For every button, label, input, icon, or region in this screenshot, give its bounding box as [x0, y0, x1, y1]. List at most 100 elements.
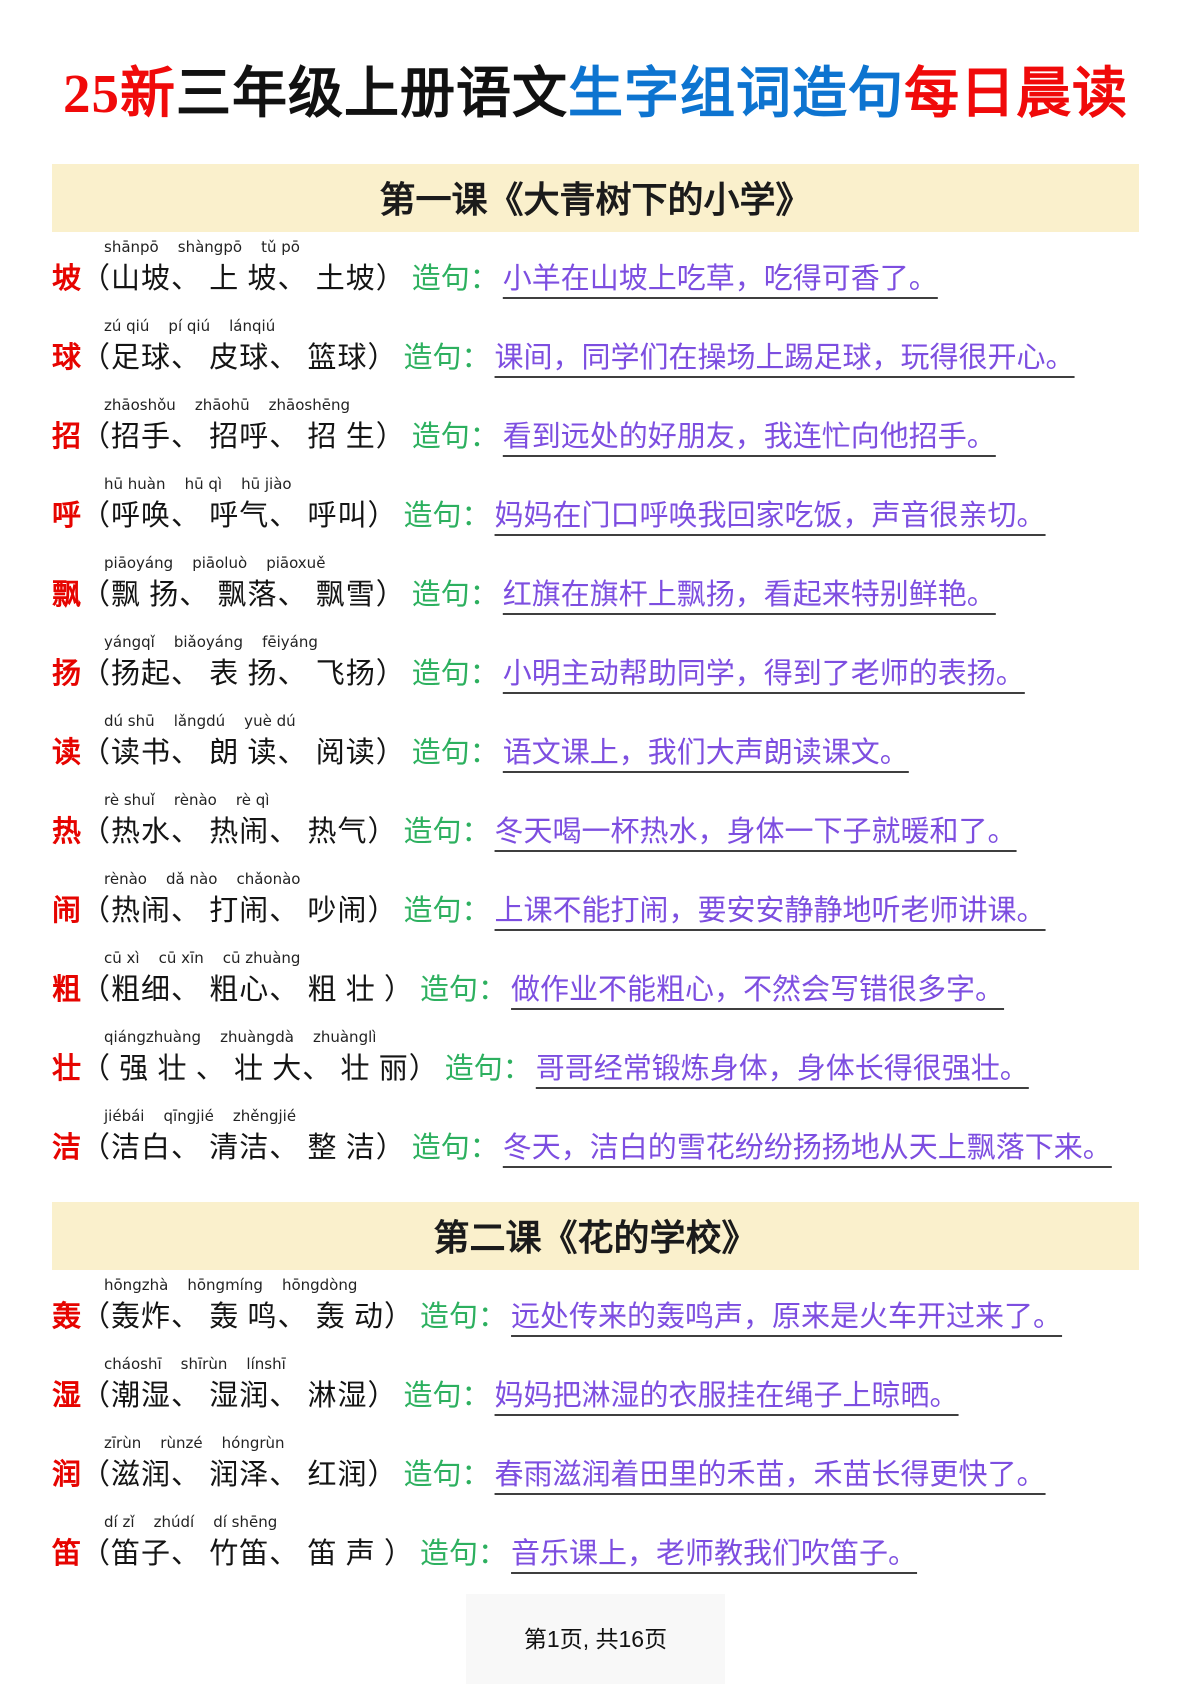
example-sentence: 音乐课上，老师教我们吹笛子。 — [511, 1538, 918, 1570]
example-sentence: 看到远处的好朋友，我连忙向他招手。 — [502, 421, 996, 453]
vocab-rows: shānpō shàngpō tǔ pō 坡（山坡、 上 坡、 土坡） 造句： 小羊… — [52, 238, 1139, 1171]
example-sentence: 哥哥经常锻炼身体，身体长得很强壮。 — [535, 1053, 1029, 1085]
vocab-row: cháoshī shīrùn línshī 湿（潮湿、 湿润、 淋湿） 造句： 妈妈… — [52, 1355, 1139, 1419]
vocab-row: qiángzhuàng zhuàngdà zhuànglì 壮（ 强 壮 、 壮… — [52, 1028, 1139, 1092]
example-sentence: 妈妈把淋湿的衣服挂在绳子上晾晒。 — [494, 1380, 959, 1412]
vocab-line: 笛（笛子、 竹笛、 笛 声 ）造句： 音乐课上，老师教我们吹笛子。 — [52, 1531, 1139, 1577]
vocab-line: 球（足球、 皮球、 篮球） 造句： 课间，同学们在操场上踢足球，玩得很开心。 — [52, 335, 1139, 381]
vocab-line: 湿（潮湿、 湿润、 淋湿） 造句： 妈妈把淋湿的衣服挂在绳子上晾晒。 — [52, 1373, 1139, 1419]
word-group: （飘 扬、 飘落、 飘雪） — [81, 579, 406, 611]
vocab-line: 飘（飘 扬、 飘落、 飘雪） 造句： 红旗在旗杆上飘扬，看起来特别鲜艳。 — [52, 572, 1139, 618]
pinyin-label: dí zǐ zhúdí dí shēng — [104, 1513, 278, 1531]
vocab-row: zú qiú pí qiú lánqiú 球（足球、 皮球、 篮球） 造句： 课间，… — [52, 317, 1139, 381]
vocab-line: 读（读书、 朗 读、 阅读） 造句： 语文课上，我们大声朗读课文。 — [52, 730, 1139, 776]
example-sentence: 远处传来的轰鸣声，原来是火车开过来了。 — [511, 1301, 1063, 1333]
word-group: （洁白、 清洁、 整 洁） — [81, 1132, 406, 1164]
hanzi-character: 粗 — [52, 974, 82, 1006]
vocab-rows: hōngzhà hōngmíng hōngdòng 轰（轰炸、 轰 鸣、 轰 动… — [52, 1276, 1139, 1577]
vocab-line: 热（热水、 热闹、 热气） 造句： 冬天喝一杯热水，身体一下子就暖和了。 — [52, 809, 1139, 855]
hanzi-character: 壮 — [52, 1053, 82, 1085]
hanzi-character: 热 — [52, 816, 82, 848]
hanzi-character: 坡 — [52, 263, 82, 295]
page-indicator: 第1页, 共16页 — [465, 1594, 726, 1684]
zaoju-label: 造句： — [411, 737, 499, 769]
word-group: （读书、 朗 读、 阅读） — [81, 737, 406, 769]
example-sentence: 妈妈在门口呼唤我回家吃饭，声音很亲切。 — [494, 500, 1046, 532]
zaoju-label: 造句： — [411, 263, 499, 295]
word-group: （热水、 热闹、 热气） — [81, 816, 398, 848]
pinyin-label: shānpō shàngpō tǔ pō — [104, 238, 300, 256]
vocab-line: 招（招手、 招呼、 招 生） 造句： 看到远处的好朋友，我连忙向他招手。 — [52, 414, 1139, 460]
word-group: （轰炸、 轰 鸣、 轰 动） — [81, 1301, 415, 1333]
word-group: （笛子、 竹笛、 笛 声 ） — [81, 1538, 415, 1570]
page-title: 25新三年级上册语文生字组词造句每日晨读 — [52, 48, 1139, 128]
word-group: （滋润、 润泽、 红润） — [81, 1459, 398, 1491]
pinyin-label: piāoyáng piāoluò piāoxuě — [104, 554, 326, 572]
lesson-section-1: 第一课《大青树下的小学》 shānpō shàngpō tǔ pō 坡（山坡、 … — [52, 148, 1139, 1186]
vocab-row: rè shuǐ rènào rè qì 热（热水、 热闹、 热气） 造句： 冬天喝一… — [52, 791, 1139, 855]
zaoju-label: 造句： — [420, 974, 508, 1006]
example-sentence: 春雨滋润着田里的禾苗，禾苗长得更快了。 — [494, 1459, 1046, 1491]
word-group: （粗细、 粗心、 粗 壮 ） — [81, 974, 415, 1006]
title-segment-red-2: 每日晨读 — [904, 63, 1129, 124]
hanzi-character: 读 — [52, 737, 82, 769]
pinyin-label: yángqǐ biǎoyáng fēiyáng — [104, 633, 318, 651]
word-group: （扬起、 表 扬、 飞扬） — [81, 658, 406, 690]
hanzi-character: 笛 — [52, 1538, 82, 1570]
zaoju-label: 造句： — [420, 1538, 508, 1570]
title-segment-black: 三年级上册语文 — [175, 63, 568, 124]
hanzi-character: 洁 — [52, 1132, 82, 1164]
zaoju-label: 造句： — [411, 1132, 499, 1164]
vocab-line: 洁（洁白、 清洁、 整 洁） 造句： 冬天，洁白的雪花纷纷扬扬地从天上飘落下来。 — [52, 1125, 1139, 1171]
zaoju-label: 造句： — [411, 421, 499, 453]
vocab-line: 坡（山坡、 上 坡、 土坡） 造句： 小羊在山坡上吃草，吃得可香了。 — [52, 256, 1139, 302]
zaoju-label: 造句： — [403, 816, 491, 848]
zaoju-label: 造句： — [403, 895, 491, 927]
zaoju-label: 造句： — [411, 579, 499, 611]
vocab-row: yángqǐ biǎoyáng fēiyáng 扬（扬起、 表 扬、 飞扬） 造句… — [52, 633, 1139, 697]
zaoju-label: 造句： — [411, 658, 499, 690]
section-header: 第一课《大青树下的小学》 — [52, 164, 1139, 232]
example-sentence: 上课不能打闹，要安安静静地听老师讲课。 — [494, 895, 1046, 927]
vocab-row: hōngzhà hōngmíng hōngdòng 轰（轰炸、 轰 鸣、 轰 动… — [52, 1276, 1139, 1340]
zaoju-label: 造句： — [403, 342, 491, 374]
section-header: 第二课《花的学校》 — [52, 1202, 1139, 1270]
vocab-row: piāoyáng piāoluò piāoxuě 飘（飘 扬、 飘落、 飘雪）造… — [52, 554, 1139, 618]
example-sentence: 冬天，洁白的雪花纷纷扬扬地从天上飘落下来。 — [502, 1132, 1112, 1164]
vocab-line: 润（滋润、 润泽、 红润） 造句： 春雨滋润着田里的禾苗，禾苗长得更快了。 — [52, 1452, 1139, 1498]
word-group: （潮湿、 湿润、 淋湿） — [81, 1380, 398, 1412]
word-group: （呼唤、 呼气、 呼叫） — [81, 500, 398, 532]
vocab-row: shānpō shàngpō tǔ pō 坡（山坡、 上 坡、 土坡） 造句： 小羊… — [52, 238, 1139, 302]
vocab-row: cū xì cū xīn cū zhuàng 粗（粗细、 粗心、 粗 壮 ）造句… — [52, 949, 1139, 1013]
example-sentence: 小明主动帮助同学，得到了老师的表扬。 — [502, 658, 1025, 690]
title-segment-blue: 生字组词造句 — [568, 63, 905, 124]
pinyin-label: hōngzhà hōngmíng hōngdòng — [104, 1276, 358, 1294]
word-group: （山坡、 上 坡、 土坡） — [81, 263, 406, 295]
hanzi-character: 飘 — [52, 579, 82, 611]
vocab-row: hū huàn hū qì hū jiào 呼（呼唤、 呼气、 呼叫） 造句： 妈妈… — [52, 475, 1139, 539]
pinyin-label: hū huàn hū qì hū jiào — [104, 475, 292, 493]
hanzi-character: 闹 — [52, 895, 82, 927]
example-sentence: 冬天喝一杯热水，身体一下子就暖和了。 — [494, 816, 1017, 848]
hanzi-character: 轰 — [52, 1301, 82, 1333]
pinyin-label: zú qiú pí qiú lánqiú — [104, 317, 276, 335]
hanzi-character: 球 — [52, 342, 82, 374]
vocab-row: rènào dǎ nào chǎonào 闹（热闹、 打闹、 吵闹） 造句： 上课不… — [52, 870, 1139, 934]
title-segment-red-1: 25新 — [62, 63, 176, 124]
pinyin-label: jiébái qīngjié zhěngjié — [104, 1107, 297, 1125]
vocab-line: 粗（粗细、 粗心、 粗 壮 ）造句： 做作业不能粗心，不然会写错很多字。 — [52, 967, 1139, 1013]
pinyin-label: cū xì cū xīn cū zhuàng — [104, 949, 301, 967]
vocab-line: 闹（热闹、 打闹、 吵闹） 造句： 上课不能打闹，要安安静静地听老师讲课。 — [52, 888, 1139, 934]
vocab-line: 轰（轰炸、 轰 鸣、 轰 动） 造句： 远处传来的轰鸣声，原来是火车开过来了。 — [52, 1294, 1139, 1340]
pinyin-label: rènào dǎ nào chǎonào — [104, 870, 301, 888]
pinyin-label: qiángzhuàng zhuàngdà zhuànglì — [104, 1028, 377, 1046]
word-group: （ 强 壮 、 壮 大、 壮 丽） — [81, 1053, 439, 1085]
word-group: （热闹、 打闹、 吵闹） — [81, 895, 398, 927]
hanzi-character: 招 — [52, 421, 82, 453]
example-sentence: 课间，同学们在操场上踢足球，玩得很开心。 — [494, 342, 1075, 374]
vocab-line: 呼（呼唤、 呼气、 呼叫） 造句： 妈妈在门口呼唤我回家吃饭，声音很亲切。 — [52, 493, 1139, 539]
hanzi-character: 呼 — [52, 500, 82, 532]
word-group: （足球、 皮球、 篮球） — [81, 342, 398, 374]
pinyin-label: zīrùn rùnzé hóngrùn — [104, 1434, 285, 1452]
